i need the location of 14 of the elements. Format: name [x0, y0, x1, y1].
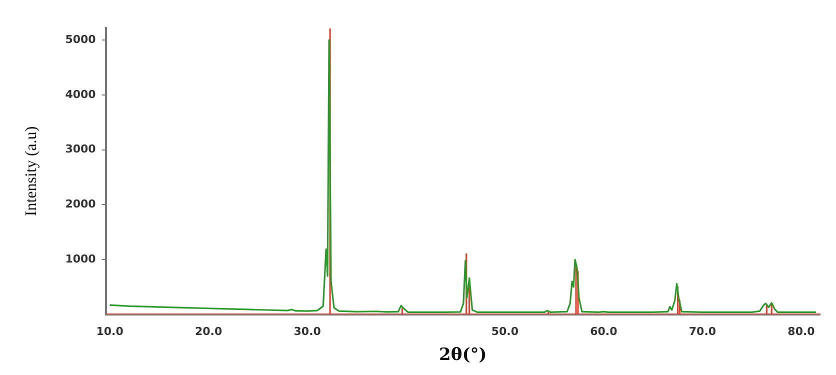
- x-tick-label: 30.0: [294, 324, 322, 338]
- x-tick-label: 80.0: [788, 324, 816, 338]
- x-tick-label: 60.0: [590, 324, 618, 338]
- x-axis-title: 2θ(°): [439, 345, 487, 366]
- y-tick-label: 4000: [65, 88, 96, 101]
- x-tick-label: 20.0: [194, 324, 222, 338]
- x-tick-label: 10.0: [96, 324, 124, 338]
- y-axis-title: Intensity (a.u): [22, 126, 40, 216]
- y-tick-label: 2000: [65, 198, 96, 211]
- y-tick-label: 1000: [65, 252, 96, 266]
- y-tick-label: 5000: [65, 32, 96, 46]
- x-tick-label: 50.0: [491, 324, 519, 338]
- x-tick-label: 70.0: [688, 324, 716, 338]
- y-tick-label: 3000: [65, 142, 96, 156]
